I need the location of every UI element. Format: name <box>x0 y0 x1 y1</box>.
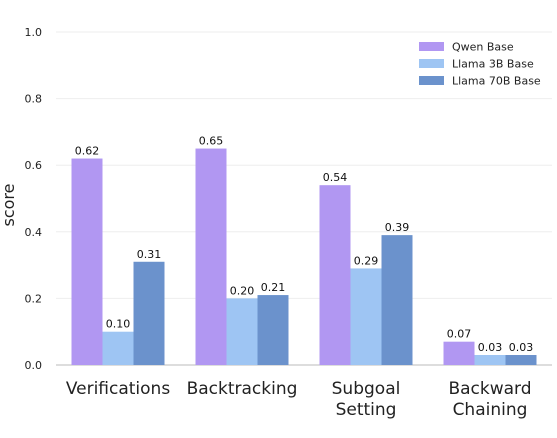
x-category-label: Subgoal Setting <box>332 379 401 420</box>
bar <box>381 235 413 365</box>
bar-value-label: 0.21 <box>261 281 286 294</box>
bar <box>350 268 382 365</box>
y-tick-label: 0.2 <box>25 292 43 305</box>
legend: Qwen Base Llama 3B Base Llama 70B Base <box>419 41 541 88</box>
x-axis-categories: Verifications Backtracking Subgoal Setting B… <box>66 379 532 420</box>
bar-value-label: 0.03 <box>509 341 534 354</box>
bar <box>319 185 351 365</box>
legend-swatch <box>419 42 444 51</box>
bar <box>505 355 537 365</box>
bar-value-label: 0.03 <box>478 341 503 354</box>
bar <box>71 158 103 365</box>
bar-value-label: 0.39 <box>385 221 410 234</box>
legend-entry-label: Llama 3B Base <box>452 58 534 71</box>
x-category-label: Backward Chaining <box>448 379 531 420</box>
legend-swatch <box>419 76 444 85</box>
bar <box>443 341 475 365</box>
x-category-label: Verifications <box>66 379 171 399</box>
x-category-label: Backtracking <box>187 379 298 399</box>
y-tick-label: 1.0 <box>25 26 43 39</box>
y-tick-label: 0.6 <box>25 159 43 172</box>
value-labels: 0.62 0.10 0.31 0.65 0.20 0.21 0.54 0.29 0.39 0.07… <box>75 135 534 354</box>
bar <box>133 261 165 365</box>
bar <box>226 298 258 365</box>
bar-value-label: 0.62 <box>75 145 100 158</box>
legend-swatch <box>419 59 444 68</box>
legend-entry-label: Llama 70B Base <box>452 75 541 88</box>
bars <box>71 148 537 365</box>
bar-value-label: 0.07 <box>447 328 472 341</box>
bar <box>257 295 289 365</box>
y-tick-label: 0.0 <box>25 359 43 372</box>
legend-entry-label: Qwen Base <box>452 41 514 54</box>
bar-value-label: 0.20 <box>230 284 255 297</box>
y-tick-label: 0.8 <box>25 93 43 106</box>
bar-value-label: 0.29 <box>354 254 379 267</box>
y-tick-label: 0.4 <box>25 226 43 239</box>
y-axis-title: score <box>0 184 18 227</box>
y-axis-ticks: 0.0 0.2 0.4 0.6 0.8 1.0 <box>25 26 43 372</box>
bar <box>474 355 506 365</box>
bar-value-label: 0.54 <box>323 171 348 184</box>
bar-value-label: 0.10 <box>106 318 131 331</box>
bar <box>195 148 227 365</box>
bar-value-label: 0.65 <box>199 135 224 148</box>
bar <box>102 331 134 365</box>
bar-value-label: 0.31 <box>137 248 162 261</box>
